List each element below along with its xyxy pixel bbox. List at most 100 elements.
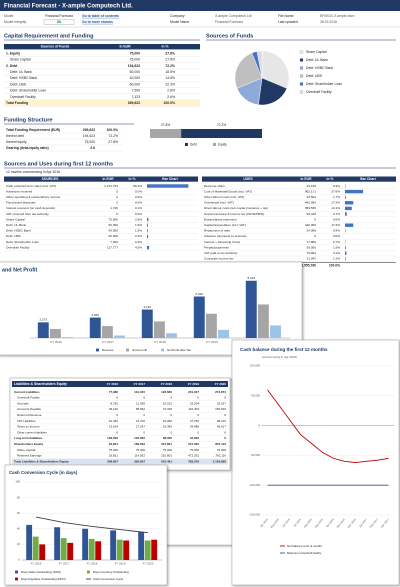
x-tick-label: Mar 2017 (380, 517, 390, 528)
table-cell: Cash collected from sales (incl. VAT) (6, 184, 56, 188)
legend-label: Days Payables Outstanding (DPO) (21, 577, 66, 581)
table-cell: 68,000 (163, 436, 173, 440)
x-tick-label: FY 2019 (206, 340, 218, 344)
bar (49, 328, 61, 338)
table-cell: Other Direct Costs (incl. VAT) (204, 195, 244, 199)
legend-label: Days Sales Outstanding (DSO) (21, 570, 61, 574)
y-tick-label: -100,000 (249, 483, 260, 487)
column-header: in EUR (119, 45, 131, 49)
window-title: and Net Profit (2, 267, 38, 273)
table-cell: Cost of Materials/Goods (incl. VAT) (204, 189, 252, 193)
window-title: Cash balance during the first 12 months (240, 347, 328, 352)
table-cell: Total Funding (6, 101, 28, 105)
table-cell: 0 (197, 413, 199, 417)
info-text: Model Integrity (4, 20, 27, 24)
x-tick-label: FY 2019 (115, 562, 126, 566)
header-band (202, 176, 396, 182)
table-cell: 1,720 (110, 206, 118, 210)
table-cell: 0 (143, 430, 145, 434)
column-header: Bar Chart (162, 177, 178, 181)
info-text: 28.02.2016 (320, 20, 337, 24)
bar (54, 527, 61, 560)
table-cell: Taxes on income (17, 425, 40, 429)
bar (218, 329, 229, 338)
data-label: 2,273 (40, 318, 48, 322)
table-cell: 0.0% (135, 195, 142, 199)
table-cell: 272,874 (215, 390, 226, 394)
table-cell: 100.0% (107, 128, 119, 132)
table-cell: 22.3% (165, 82, 175, 86)
table-cell: 19,380 (163, 425, 173, 429)
line-series (35, 516, 149, 534)
legend-swatch (299, 90, 304, 94)
table-cell: 189,562 (134, 442, 145, 446)
x-tick-label: FY 2018 (87, 562, 98, 566)
table-cell: Revenue share (204, 184, 225, 188)
table-cell: Shareholders Equity (14, 442, 44, 446)
table-cell: 19,821 (109, 454, 119, 458)
table-cell: thereof debt (6, 134, 24, 138)
info-text: Financial Forecast (215, 20, 243, 24)
table-cell: 0.9% (333, 229, 340, 233)
section-title: Capital Requirement and Funding (4, 33, 94, 39)
table-cell: Overdraft Facility (10, 95, 36, 99)
table-cell: 782,379 (188, 459, 199, 463)
bar (123, 540, 130, 560)
total-row (4, 100, 200, 107)
bar (89, 317, 101, 338)
legend-swatch (299, 66, 304, 70)
table-cell: 2.3% (135, 234, 142, 238)
table-cell: 0 (224, 430, 226, 434)
legend-swatch (161, 348, 164, 352)
legend-label: Days Inventory Outstanding (93, 570, 129, 574)
table-cell: 13,700 (136, 419, 146, 423)
column-header: in EUR (102, 177, 114, 181)
table-cell: 0 (170, 396, 172, 400)
info-text: EFM/CE-X-ample.xlsm (320, 14, 355, 18)
column-header: FY 2020 (215, 382, 227, 386)
table-cell: 194,623 (83, 134, 95, 138)
table-cell: 308,807 (107, 459, 118, 463)
pie-slice (256, 50, 263, 79)
info-text: Model Name (170, 20, 189, 24)
bar (193, 296, 205, 338)
bar (39, 544, 46, 560)
legend-label: Debt: UL Bank (306, 58, 328, 62)
share-bar (345, 201, 354, 205)
link[interactable]: Go to table of contents (82, 14, 119, 18)
table-cell: 72,318 (163, 407, 173, 411)
table-cell: 0 (170, 430, 172, 434)
data-label: 2,966 (92, 313, 100, 317)
bar (62, 337, 73, 338)
legend-label: Overdraft Facility (306, 90, 332, 94)
table-cell: 38,310 (217, 419, 227, 423)
legend-label: Debt (190, 142, 197, 146)
table-cell: 392,907 (134, 459, 145, 463)
table-cell: 27.8% (165, 58, 175, 62)
table-cell: 0.1% (135, 206, 142, 210)
bar (67, 542, 74, 560)
bar (82, 528, 89, 560)
share-bar (147, 245, 150, 250)
link[interactable]: Go to more ebooks (82, 20, 113, 24)
legend-swatch (299, 50, 304, 54)
y-tick-label: 20 (17, 542, 21, 546)
table-cell: Total Funding Requirement (EUR) (6, 128, 60, 132)
section-title: Sources and Uses during first 12 months (4, 161, 113, 167)
table-cell: Accounts Payable (17, 407, 41, 411)
legend-label: Share Capital (306, 50, 327, 54)
bar (151, 539, 158, 560)
total-cell: 100.0% (329, 263, 340, 267)
table-cell: 18.5% (165, 70, 175, 74)
x-tick-label: FY 2016 (31, 562, 42, 566)
bar (153, 321, 165, 338)
share-bar (147, 184, 189, 188)
table-cell: 86.3% (133, 184, 142, 188)
table-cell: 327,801 (161, 442, 172, 446)
table-cell: 27.8% (165, 51, 175, 55)
x-tick-label: FY 2017 (102, 340, 114, 344)
table-cell: 17.3% (331, 201, 340, 205)
table-cell: 60,000 (130, 82, 140, 86)
table-cell: 40,000 (109, 229, 119, 233)
